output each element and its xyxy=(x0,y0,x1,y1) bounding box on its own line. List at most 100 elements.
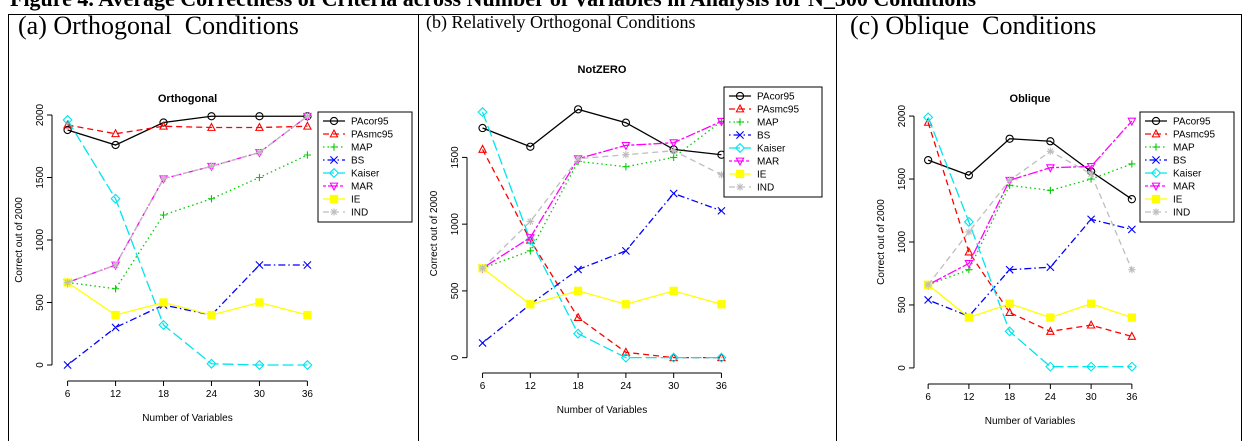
marker xyxy=(621,300,631,309)
y-axis-label: Correct out of 2000 xyxy=(429,190,440,276)
marker xyxy=(1005,299,1014,308)
x-tick-label: 6 xyxy=(925,392,931,403)
series-line xyxy=(67,264,308,366)
marker xyxy=(574,155,582,163)
marker xyxy=(111,140,120,150)
marker xyxy=(1086,163,1096,172)
marker xyxy=(159,298,168,307)
marker xyxy=(1128,266,1136,274)
x-tick-label: 30 xyxy=(254,389,266,400)
legend-label: MAR xyxy=(757,157,779,168)
x-tick-label: 30 xyxy=(668,381,680,392)
series-line xyxy=(482,120,722,269)
marker xyxy=(525,235,535,244)
marker xyxy=(207,162,216,170)
series-line xyxy=(482,108,722,156)
series-line xyxy=(481,149,722,359)
marker xyxy=(207,310,216,320)
y-axis-label: Correct out of 2000 xyxy=(14,197,25,283)
x-tick-label: 12 xyxy=(963,392,975,403)
marker xyxy=(526,217,534,226)
marker xyxy=(670,147,678,155)
marker xyxy=(923,112,934,123)
legend-label: PAsmc95 xyxy=(1173,130,1215,141)
legend-label: Kaiser xyxy=(351,169,380,180)
marker xyxy=(669,352,679,362)
legend-label: PAcor95 xyxy=(351,117,389,128)
marker xyxy=(1087,215,1096,224)
marker xyxy=(622,163,630,171)
x-tick-label: 18 xyxy=(1004,392,1016,403)
marker xyxy=(159,211,168,219)
legend-marker xyxy=(736,131,744,139)
x-axis-label: Number of Variables xyxy=(985,416,1075,427)
marker xyxy=(526,300,535,309)
legend-marker xyxy=(330,208,338,216)
legend-label: PAcor95 xyxy=(1173,117,1211,128)
marker xyxy=(303,112,312,120)
series-line xyxy=(67,154,308,290)
marker xyxy=(621,246,630,255)
x-tick-label: 6 xyxy=(480,381,486,392)
marker xyxy=(1046,263,1055,272)
marker xyxy=(965,228,973,236)
series-line xyxy=(482,150,722,269)
legend-marker xyxy=(736,183,744,191)
marker xyxy=(159,118,168,127)
x-axis-label: Number of Variables xyxy=(142,413,232,424)
marker xyxy=(573,312,583,322)
marker xyxy=(573,286,583,296)
marker xyxy=(1126,361,1137,372)
series-line xyxy=(481,111,722,359)
marker xyxy=(478,123,487,133)
marker xyxy=(1127,331,1137,340)
legend-label: IND xyxy=(1173,208,1190,219)
x-tick-label: 12 xyxy=(525,381,537,392)
marker xyxy=(255,148,264,157)
marker xyxy=(1127,225,1136,234)
marker xyxy=(63,278,72,287)
legend-marker xyxy=(329,194,339,204)
legend-label: IE xyxy=(757,170,767,181)
marker xyxy=(111,261,120,269)
marker xyxy=(110,193,121,204)
y-axis-label: Correct out of 2000 xyxy=(876,199,887,285)
marker xyxy=(255,261,264,269)
legend-marker xyxy=(735,91,745,101)
x-axis-label: Number of Variables xyxy=(557,405,647,416)
y-tick-label: 1500 xyxy=(35,166,46,189)
series-line xyxy=(482,120,722,269)
legend-marker xyxy=(330,143,338,151)
marker xyxy=(964,259,974,269)
marker xyxy=(526,142,535,151)
legend-label: IND xyxy=(757,183,774,194)
marker xyxy=(159,121,169,130)
y-tick-label: 0 xyxy=(450,354,461,360)
legend-label: BS xyxy=(1173,156,1187,167)
legend-label: PAsmc95 xyxy=(351,130,393,141)
marker xyxy=(111,310,120,320)
y-tick-label: 500 xyxy=(35,294,46,311)
y-tick-label: 0 xyxy=(897,365,908,371)
marker xyxy=(717,300,726,309)
marker xyxy=(1046,147,1054,155)
marker xyxy=(111,128,121,138)
chart-title: Orthogonal xyxy=(158,93,217,105)
legend-label: IND xyxy=(351,208,368,219)
marker xyxy=(1045,326,1055,335)
marker xyxy=(621,118,631,127)
panel-label: (b) Relatively Orthogonal Conditions xyxy=(426,12,695,33)
marker xyxy=(924,295,933,304)
series-line xyxy=(927,150,1133,286)
legend-label: IE xyxy=(1173,195,1183,206)
marker xyxy=(63,125,72,135)
legend-label: Kaiser xyxy=(1173,169,1202,180)
marker xyxy=(1086,299,1096,308)
x-tick-label: 18 xyxy=(573,381,585,392)
legend-marker xyxy=(1151,194,1161,204)
marker xyxy=(254,122,264,131)
y-tick-label: 1000 xyxy=(450,213,461,236)
figure-title: Figure 4. Average Correctness of Criteri… xyxy=(10,0,977,11)
